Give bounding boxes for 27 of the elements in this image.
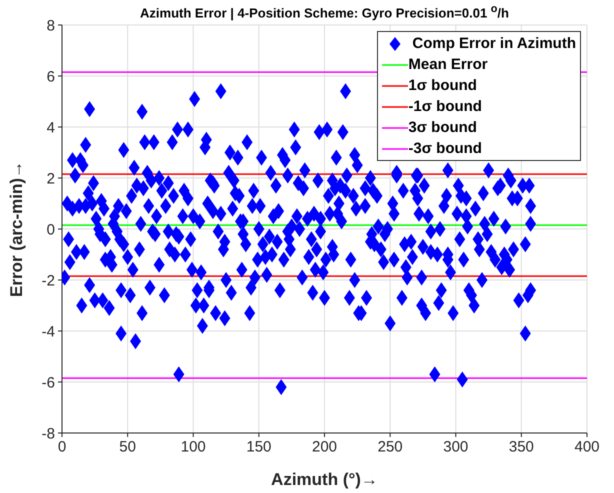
legend-label: -1σ bound bbox=[408, 97, 482, 117]
y-tick-label: -6 bbox=[42, 374, 55, 392]
legend-label: -3σ bound bbox=[408, 139, 482, 159]
y-tick-label: 6 bbox=[46, 68, 55, 86]
x-tick-label: 0 bbox=[58, 438, 66, 456]
x-axis-title: Azimuth (°)→ bbox=[271, 470, 378, 489]
y-tick-label: -8 bbox=[42, 425, 55, 442]
legend-label: 3σ bound bbox=[408, 118, 477, 138]
y-axis-title: Error (arc-min)→ bbox=[7, 160, 26, 298]
x-tick-label: 250 bbox=[378, 438, 403, 456]
x-tick-label: 400 bbox=[574, 438, 600, 456]
x-tick-label: 50 bbox=[119, 438, 136, 456]
legend-label: 1σ bound bbox=[408, 76, 477, 96]
legend-label: Mean Error bbox=[408, 55, 488, 75]
y-tick-label: -4 bbox=[42, 323, 55, 340]
x-tick-label: 150 bbox=[246, 438, 272, 456]
y-tick-label: 2 bbox=[46, 170, 55, 188]
y-tick-label: -2 bbox=[42, 272, 55, 290]
x-tick-label: 350 bbox=[508, 438, 534, 456]
legend-label: Comp Error in Azimuth bbox=[412, 34, 576, 54]
chart-title: Azimuth Error | 4-Position Scheme: Gyro Precision=0.01 $^{o}$/h bbox=[139, 3, 510, 20]
x-tick-label: 300 bbox=[443, 438, 468, 456]
x-tick-label: 200 bbox=[312, 438, 338, 456]
y-tick-label: 4 bbox=[46, 119, 55, 136]
x-tick-label: 100 bbox=[180, 438, 206, 456]
y-tick-label: 8 bbox=[46, 17, 55, 34]
y-tick-label: 0 bbox=[46, 221, 55, 238]
